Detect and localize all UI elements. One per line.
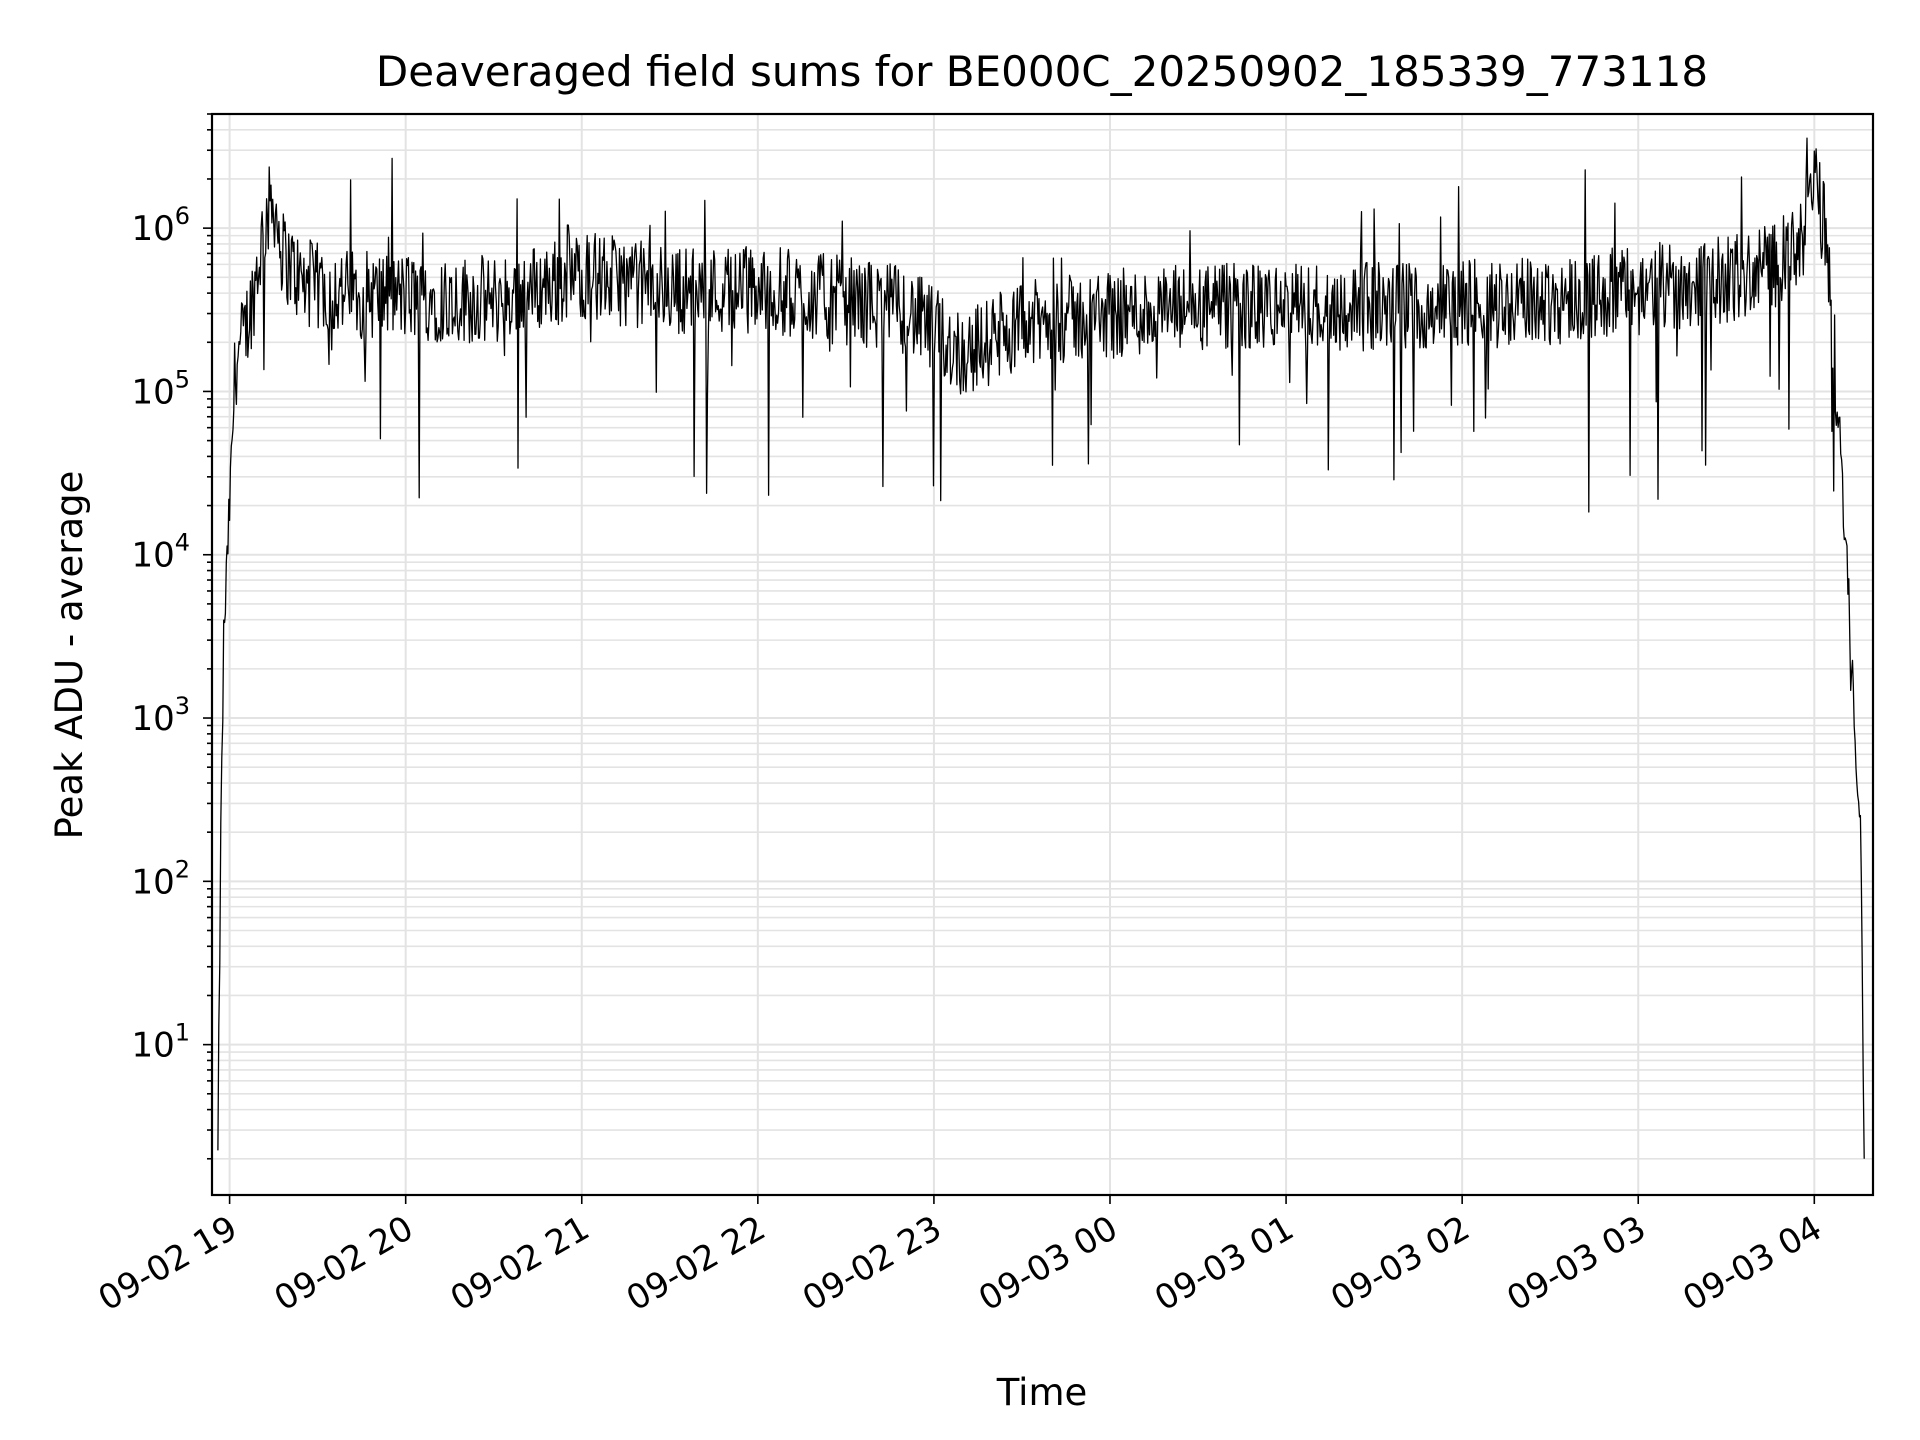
y-tick-label: 101: [131, 1019, 190, 1066]
y-tick-label: 104: [131, 529, 190, 576]
plot-area: [217, 137, 1865, 1159]
y-tick-label: 103: [131, 692, 190, 739]
y-tick-label: 106: [131, 202, 190, 249]
y-axis-label: Peak ADU - average: [48, 471, 91, 840]
y-tick-label: 105: [131, 365, 190, 412]
x-axis-label: Time: [996, 1371, 1088, 1414]
chart-title: Deaveraged field sums for BE000C_2025090…: [376, 47, 1708, 96]
series-line: [217, 137, 1865, 1159]
y-tick-label: 102: [131, 855, 190, 902]
axes-frame: [210, 112, 1875, 1197]
